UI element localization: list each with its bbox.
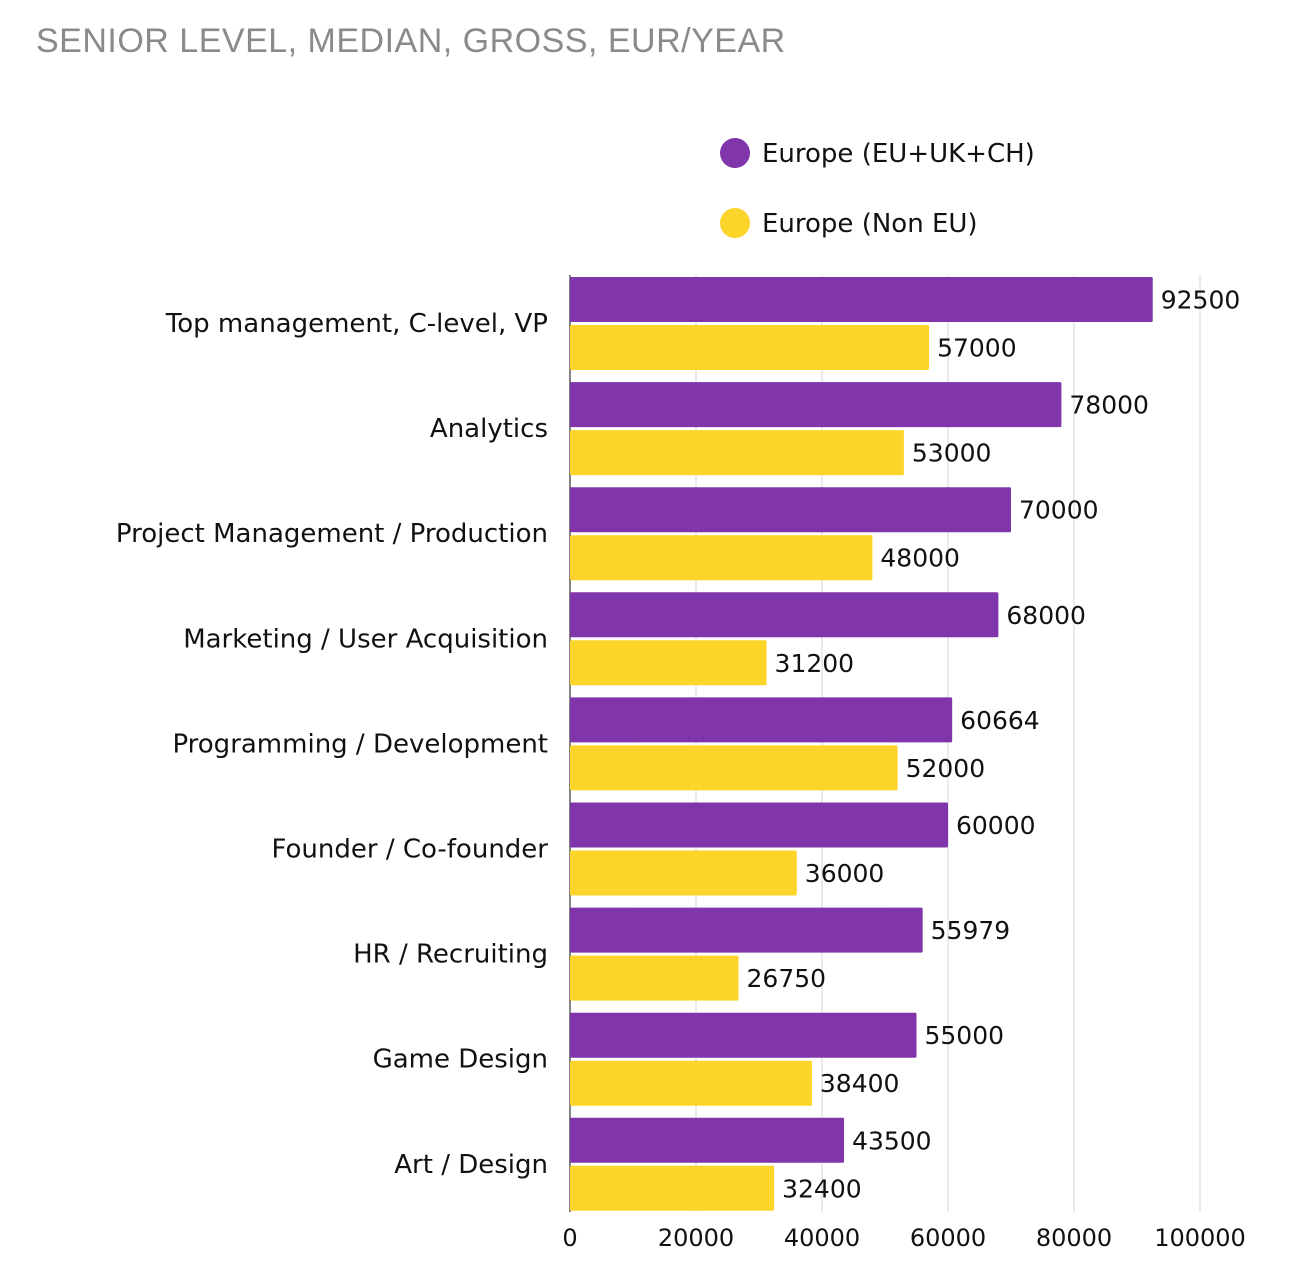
x-tick-label: 20000: [658, 1224, 734, 1252]
bar: [570, 802, 948, 848]
bar-value-label: 48000: [880, 544, 960, 573]
bar-value-label: 31200: [775, 649, 855, 678]
category-label: Game Design: [373, 1045, 548, 1075]
bar-value-label: 55979: [931, 916, 1011, 945]
bar: [570, 850, 797, 896]
bar: [570, 592, 999, 638]
category-label: Programming / Development: [172, 729, 548, 759]
bars: [570, 277, 1153, 1211]
bar: [570, 745, 898, 791]
bar-value-label: 43500: [852, 1126, 932, 1155]
category-labels: Top management, C-level, VP Analytics Proj…: [116, 309, 548, 1180]
x-tick-label: 60000: [910, 1224, 986, 1252]
x-tick-label: 0: [562, 1224, 577, 1252]
value-labels: 92500 57000 78000 53000 70000 48000 68000 31200…: [747, 286, 1241, 1204]
bar: [570, 1012, 917, 1058]
bar: [570, 907, 923, 953]
bar: [570, 1165, 775, 1211]
category-label: Project Management / Production: [116, 519, 548, 549]
category-label: Art / Design: [394, 1150, 548, 1180]
bar-value-label: 36000: [805, 859, 885, 888]
bar: [570, 487, 1011, 533]
bar-value-label: 60664: [960, 706, 1040, 735]
chart-title: SENIOR LEVEL, MEDIAN, GROSS, EUR/YEAR: [36, 22, 786, 60]
bar-value-label: 38400: [820, 1069, 900, 1098]
bar-value-label: 53000: [912, 439, 992, 468]
bar-value-label: 52000: [906, 754, 986, 783]
x-tick-label: 100000: [1154, 1224, 1246, 1252]
bar: [570, 325, 930, 370]
x-tick-label: 40000: [784, 1224, 860, 1252]
legend: Europe (EU+UK+CH) Europe (Non EU): [720, 138, 1035, 239]
bar: [570, 382, 1062, 428]
bar: [570, 430, 904, 476]
bar-value-label: 70000: [1019, 496, 1099, 525]
bar-value-label: 68000: [1006, 601, 1086, 630]
bar: [570, 640, 767, 686]
legend-label: Europe (Non EU): [762, 209, 978, 239]
x-axis-ticks: 0 20000 40000 60000 80000 100000: [562, 1224, 1245, 1252]
bar: [570, 535, 873, 581]
bar-value-label: 78000: [1069, 391, 1149, 420]
bar-value-label: 26750: [747, 964, 827, 993]
x-tick-label: 80000: [1036, 1224, 1112, 1252]
bar-value-label: 60000: [956, 811, 1036, 840]
category-label: Analytics: [430, 414, 548, 444]
bar: [570, 277, 1153, 322]
legend-marker: [720, 138, 750, 168]
category-label: Founder / Co-founder: [271, 835, 548, 865]
legend-label: Europe (EU+UK+CH): [762, 139, 1035, 169]
bar-value-label: 92500: [1161, 286, 1241, 315]
bar-value-label: 55000: [925, 1021, 1005, 1050]
bar-value-label: 57000: [937, 334, 1017, 363]
bar: [570, 697, 953, 743]
category-label: Top management, C-level, VP: [165, 309, 548, 339]
bar-value-label: 32400: [782, 1174, 862, 1203]
category-label: HR / Recruiting: [353, 940, 548, 970]
bar: [570, 955, 739, 1001]
category-label: Marketing / User Acquisition: [183, 624, 548, 654]
bar: [570, 1117, 845, 1163]
bar: [570, 1060, 812, 1106]
legend-marker: [720, 208, 750, 238]
